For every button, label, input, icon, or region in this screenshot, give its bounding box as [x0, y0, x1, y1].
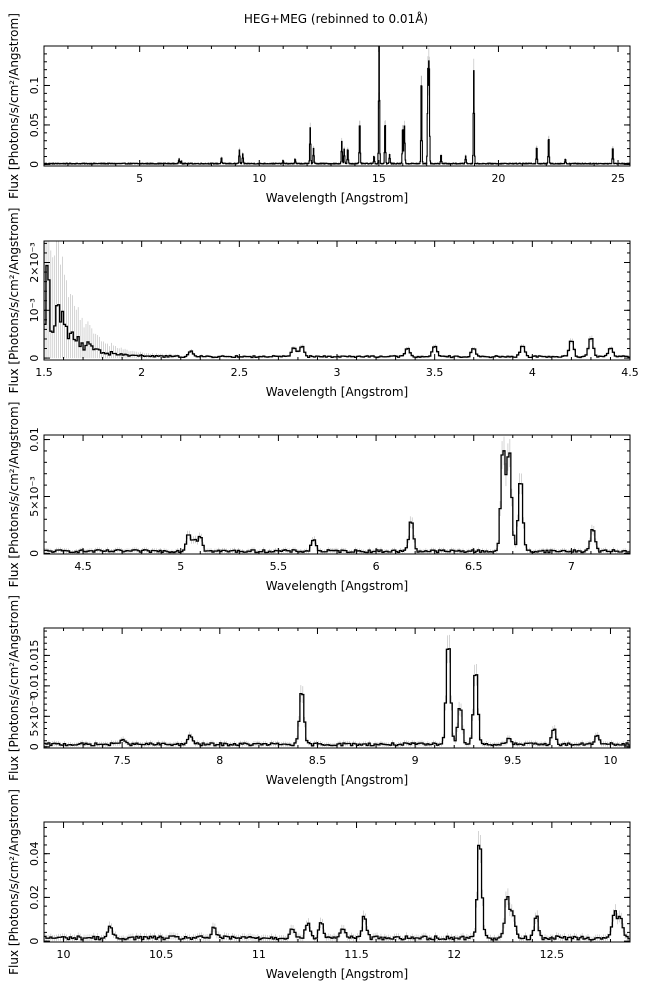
x-tick-label: 7 — [568, 560, 575, 573]
spectrum-trace — [44, 450, 630, 554]
x-tick-label: 11 — [252, 948, 266, 961]
x-tick-label: 6.5 — [465, 560, 483, 573]
spectrum-trace — [44, 844, 630, 941]
y-tick-label: 0 — [28, 161, 41, 168]
x-tick-label: 10.5 — [149, 948, 174, 961]
x-axis-label: Wavelength [Angstrom] — [266, 773, 408, 787]
x-tick-label: 4 — [529, 366, 536, 379]
y-tick-label: 0 — [28, 355, 41, 362]
x-tick-label: 10 — [603, 754, 617, 767]
x-tick-label: 15 — [372, 172, 386, 185]
y-axis-label: Flux [Photons/s/cm²/Angstrom] — [7, 595, 21, 781]
panel-5: 10 10.5 11 11.5 12 12.5 0 0.02 0.04 Wavelength [A… — [7, 789, 631, 981]
x-tick-label: 5.5 — [270, 560, 288, 573]
x-tick-label: 2.5 — [231, 366, 249, 379]
x-tick-label: 3 — [334, 366, 341, 379]
x-axis-label: Wavelength [Angstrom] — [266, 579, 408, 593]
y-tick-label: 0.015 — [28, 640, 41, 672]
y-axis-label: Flux [Photons/s/cm²/Angstrom] — [7, 208, 21, 394]
x-axis-label: Wavelength [Angstrom] — [266, 967, 408, 981]
spectrum-trace — [44, 46, 630, 165]
y-tick-label: 2×10⁻³ — [28, 242, 41, 282]
plot-frame — [43, 240, 631, 361]
error-bars — [44, 634, 630, 747]
error-bars — [44, 46, 630, 165]
x-tick-label: 5 — [136, 172, 143, 185]
spectrum-trace — [44, 264, 630, 359]
x-tick-label: 10 — [57, 948, 71, 961]
x-tick-label: 12 — [447, 948, 461, 961]
x-tick-label: 4.5 — [74, 560, 92, 573]
x-tick-label: 10 — [252, 172, 266, 185]
plot-frame — [43, 434, 631, 555]
x-axis-label: Wavelength [Angstrom] — [266, 385, 408, 399]
x-tick-label: 12.5 — [540, 948, 565, 961]
y-tick-label: 5×10⁻³ — [28, 696, 41, 736]
x-tick-label: 6 — [373, 560, 380, 573]
y-tick-label: 0.01 — [28, 427, 41, 452]
error-bars — [44, 436, 630, 554]
x-tick-label: 7.5 — [113, 754, 131, 767]
y-axis-label: Flux [Photons/s/cm²/Angstrom] — [7, 402, 21, 588]
error-bars — [44, 241, 630, 359]
y-axis-label: Flux [Photons/s/cm²/Angstrom] — [7, 789, 21, 975]
y-tick-label: 0 — [28, 743, 41, 750]
y-tick-label: 0 — [28, 550, 41, 557]
panel-3: 4.5 5 5.5 6 6.5 7 0 5×10⁻³ 0.01 Wavelength [Angst… — [7, 402, 631, 593]
y-tick-label: 0 — [28, 938, 41, 945]
x-tick-label: 1.5 — [35, 366, 53, 379]
x-tick-label: 2 — [138, 366, 145, 379]
y-tick-label: 0.02 — [28, 885, 41, 910]
y-tick-label: 5×10⁻³ — [28, 476, 41, 516]
x-tick-label: 5 — [177, 560, 184, 573]
x-tick-label: 3.5 — [426, 366, 444, 379]
x-tick-label: 8 — [216, 754, 223, 767]
y-tick-label: 0.1 — [28, 77, 41, 95]
plot-frame — [43, 821, 631, 943]
panel-4: 7.5 8 8.5 9 9.5 10 0 5×10⁻³0.01 0.015 Wavelength … — [7, 595, 631, 787]
y-axis-label: Flux [Photons/s/cm²/Angstrom] — [7, 13, 21, 199]
plot-frame — [43, 45, 631, 167]
x-axis-label: Wavelength [Angstrom] — [266, 191, 408, 205]
x-tick-label: 11.5 — [344, 948, 369, 961]
panel-1: 5 10 15 20 25 0 0.05 0.1 Wavelength [Angstrom] Fl… — [7, 13, 631, 205]
x-tick-label: 9.5 — [504, 754, 522, 767]
y-tick-label: 0.04 — [28, 841, 41, 866]
error-bars — [44, 831, 630, 942]
x-tick-label: 4.5 — [621, 366, 639, 379]
spectrum-trace — [44, 648, 630, 747]
y-tick-label: 10⁻³ — [28, 298, 41, 322]
plot-frame — [43, 627, 631, 749]
x-tick-label: 20 — [491, 172, 505, 185]
x-tick-label: 9 — [412, 754, 419, 767]
x-tick-label: 25 — [611, 172, 625, 185]
panel-2: 1.5 2 2.5 3 3.5 4 4.5 0 10⁻³ 2×10⁻³ Wavelength [An… — [7, 208, 639, 399]
figure-title: HEG+MEG (rebinned to 0.01Å) — [244, 11, 428, 26]
x-tick-label: 8.5 — [309, 754, 327, 767]
y-tick-label: 0.05 — [28, 113, 41, 137]
y-tick-label: 0.01 — [28, 674, 41, 699]
